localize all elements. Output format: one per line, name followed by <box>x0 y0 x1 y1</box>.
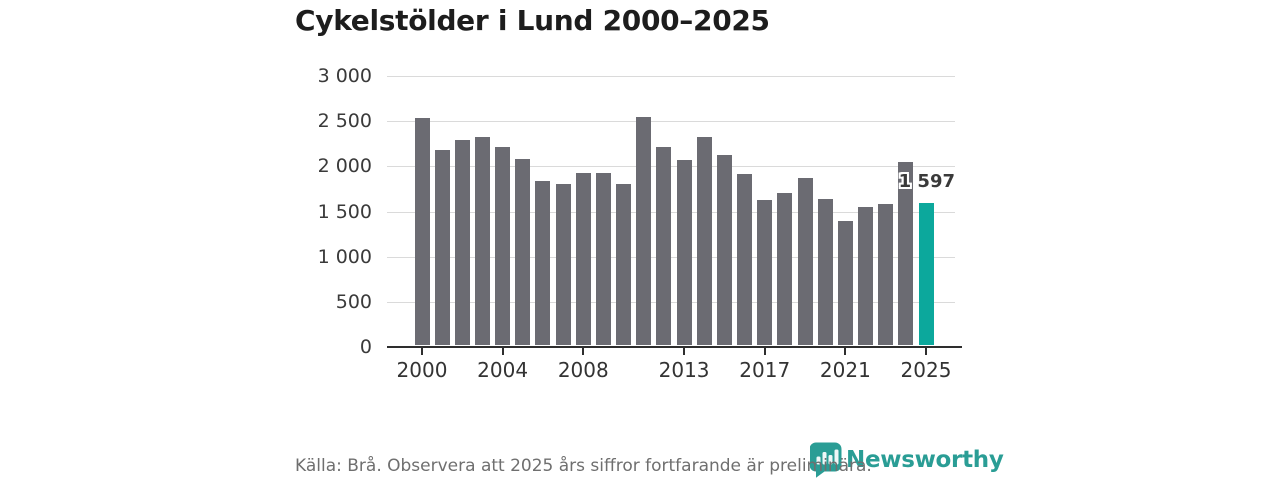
bar-2000 <box>414 117 430 345</box>
x-axis-tick-2008 <box>582 348 585 355</box>
bar-2021 <box>837 221 853 345</box>
bar-2018 <box>777 193 793 345</box>
newsworthy-bubble-chart-icon <box>810 442 842 478</box>
bar-2012 <box>656 147 672 345</box>
x-axis-label-2017: 2017 <box>739 358 791 382</box>
highlight-value-label: 1 597 <box>898 171 955 192</box>
source-note: Källa: Brå. Observera att 2025 års siffr… <box>295 456 872 476</box>
newsworthy-logo: Newsworthy <box>810 441 1004 478</box>
bar-2013 <box>676 160 692 345</box>
y-axis-label-2000: 2 000 <box>317 155 372 178</box>
x-axis-tick-2025 <box>925 348 927 355</box>
x-axis-tick-2004 <box>501 348 504 355</box>
bar-2014 <box>696 136 712 345</box>
bar-2001 <box>434 150 450 345</box>
bar-2016 <box>737 173 753 345</box>
bar-2006 <box>535 180 551 345</box>
bar-2019 <box>797 178 813 345</box>
bar-2017 <box>757 199 773 345</box>
x-axis-label-2000: 2000 <box>396 358 448 382</box>
x-axis-tick-2000 <box>421 348 423 355</box>
x-axis-tick-2021 <box>844 348 847 355</box>
y-axis-labels: 3 000 2 500 2 000 1 500 1 000 500 0 <box>287 65 372 358</box>
bar-2003 <box>474 136 490 345</box>
bar-2011 <box>636 116 652 345</box>
y-axis-label-500: 500 <box>335 290 372 313</box>
x-axis-tick-2017 <box>763 348 766 355</box>
x-axis-label-2025: 2025 <box>900 358 952 382</box>
chart-title: Cykelstölder i Lund 2000–2025 <box>295 4 770 37</box>
bar-2007 <box>555 184 571 345</box>
bar-2022 <box>858 206 874 345</box>
x-axis-line <box>387 346 962 348</box>
chart-plot: 1 597 2000 2004 2008 2013 2017 2021 2025 <box>387 76 962 382</box>
x-axis-label-2013: 2013 <box>658 358 710 382</box>
bar-2008 <box>575 172 591 345</box>
newsworthy-wordmark: Newsworthy <box>846 447 1004 473</box>
gridline-2500 <box>387 121 955 123</box>
bar-2024 <box>898 161 914 345</box>
y-axis-label-3000: 3 000 <box>317 65 372 87</box>
bar-2025 <box>918 202 934 345</box>
x-axis-label-2021: 2021 <box>819 358 871 382</box>
bar-2009 <box>595 172 611 345</box>
y-axis-label-0: 0 <box>359 336 372 358</box>
gridline-3000 <box>387 76 955 77</box>
bar-2005 <box>515 159 531 345</box>
y-axis-label-1500: 1 500 <box>317 200 372 223</box>
bar-2020 <box>817 198 833 345</box>
chart-area: 3 000 2 500 2 000 1 500 1 000 500 0 1 597 2000… <box>287 65 977 396</box>
bar-2004 <box>495 147 511 345</box>
y-axis-label-2500: 2 500 <box>317 110 372 133</box>
bar-2010 <box>616 184 632 345</box>
x-axis-label-2008: 2008 <box>557 358 609 382</box>
bar-2002 <box>454 140 470 345</box>
x-axis-label-2004: 2004 <box>477 358 529 382</box>
bar-2015 <box>716 154 732 345</box>
x-axis-tick-2013 <box>683 348 686 355</box>
y-axis-label-1000: 1 000 <box>317 245 372 268</box>
bar-2023 <box>878 204 894 345</box>
